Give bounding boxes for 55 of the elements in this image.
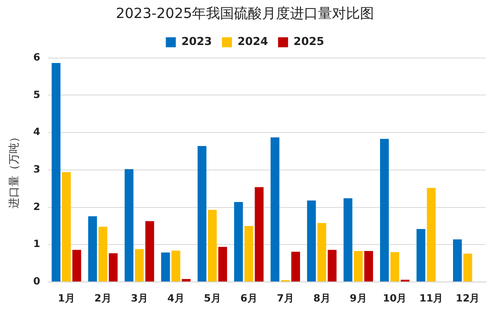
bar [307,200,316,282]
bar [270,137,280,282]
bar [390,252,400,282]
bar [62,172,71,282]
bar [364,250,374,282]
y-tick-label: 5 [33,90,40,101]
x-tick-label: 2月 [94,294,112,305]
legend-label: 2025 [294,35,324,48]
bar [354,250,363,282]
bar [416,228,426,282]
x-tick-label: 10月 [382,294,407,305]
y-tick-label: 0 [33,276,40,288]
bar [234,202,243,282]
x-tick-label: 11月 [419,294,444,305]
bar [124,169,134,282]
bar [317,222,326,282]
bar [344,198,352,282]
x-tick-label: 5月 [204,294,221,305]
bar [52,63,60,282]
x-tick-label: 3月 [130,294,148,305]
x-tick-label: 7月 [276,294,294,305]
bar [98,226,108,282]
x-tick-label: 6月 [240,294,258,305]
bar [72,250,82,282]
bar [291,252,300,282]
chart-title: 2023-2025年我国硫酸月度进口量对比图 [116,6,374,22]
y-tick-label: 1 [33,239,40,250]
bar [134,249,144,282]
x-tick-label: 8月 [313,294,330,305]
x-tick-label: 4月 [167,294,184,305]
bar [218,246,228,282]
bar [145,221,154,282]
bar [108,253,118,282]
y-tick-label: 6 [33,52,40,64]
bar [171,250,180,282]
bar [198,146,206,282]
bar [254,187,264,282]
y-tick-label: 2 [33,202,40,213]
y-tick-label: 4 [33,127,40,138]
y-tick-label: 3 [33,164,40,176]
bar [208,210,217,282]
y-axis-title: 进口量（万吨） [7,131,20,208]
bar [244,226,254,282]
bar [463,254,472,282]
x-tick-label: 12月 [456,294,480,305]
bar [161,252,170,282]
bar [453,239,462,282]
bar [426,188,436,282]
bar [88,216,97,282]
x-tick-label: 1月 [58,294,75,305]
legend-label: 2023 [181,35,212,48]
legend-label: 2024 [237,35,268,48]
bar [328,250,337,282]
bar [380,138,389,282]
x-tick-label: 9月 [350,294,367,305]
